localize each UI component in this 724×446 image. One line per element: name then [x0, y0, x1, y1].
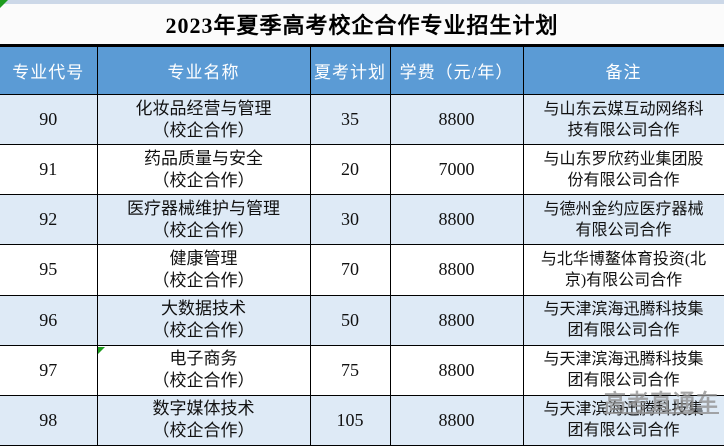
- remark-line: 京)有限公司合作: [564, 271, 683, 289]
- table-row: 97 电子商务 （校企合作） 75 8800 与天津滨海迅腾科技集 团有限公司合…: [0, 344, 724, 396]
- remark-line: 与天津滨海迅腾科技集: [543, 401, 704, 419]
- col-header-major-code[interactable]: 专业代号: [0, 46, 98, 95]
- cell-tuition[interactable]: 8800: [389, 294, 524, 346]
- cell-tuition[interactable]: 8800: [389, 194, 524, 246]
- major-name-line: 健康管理: [169, 248, 238, 268]
- remark-line: 份有限公司合作: [567, 171, 680, 189]
- cell-summer-plan[interactable]: 105: [309, 394, 391, 446]
- remark-line: 团有限公司合作: [567, 322, 680, 340]
- table-row: 96 大数据技术 （校企合作） 50 8800 与天津滨海迅腾科技集 团有限公司…: [0, 294, 724, 346]
- green-triangle-icon: [0, 0, 8, 8]
- cell-tuition[interactable]: 8800: [389, 344, 524, 396]
- cell-major-code[interactable]: 92: [0, 194, 98, 246]
- major-name-suffix: （校企合作）: [152, 220, 255, 240]
- remark-line: 与山东罗欣药业集团股: [543, 150, 704, 168]
- major-name-suffix: （校企合作）: [152, 170, 255, 190]
- remark-line: 有限公司合作: [575, 221, 672, 239]
- cell-summer-plan[interactable]: 50: [309, 294, 391, 346]
- major-name-suffix: （校企合作）: [152, 421, 255, 441]
- green-triangle-icon: [98, 347, 105, 354]
- page-title: 2023年夏季高考校企合作专业招生计划: [165, 13, 559, 38]
- table-row: 98 数字媒体技术 （校企合作） 105 8800 与天津滨海迅腾科技集 团有限…: [0, 394, 724, 446]
- cell-tuition[interactable]: 8800: [389, 394, 524, 446]
- major-name-line: 电子商务: [169, 349, 238, 369]
- cell-major-code[interactable]: 90: [0, 93, 98, 146]
- cell-major-code[interactable]: 95: [0, 244, 98, 296]
- major-name-line: 药品质量与安全: [144, 148, 263, 168]
- col-header-tuition[interactable]: 学费（元/年）: [389, 46, 524, 95]
- cell-tuition[interactable]: 7000: [389, 144, 524, 196]
- cell-summer-plan[interactable]: 35: [309, 93, 391, 146]
- table-row: 95 健康管理 （校企合作） 70 8800 与北华博鳌体育投资(北 京)有限公…: [0, 244, 724, 296]
- remark-line: 与德州金约应医疗器械: [543, 200, 704, 218]
- cell-remarks[interactable]: 与山东罗欣药业集团股 份有限公司合作: [522, 144, 724, 196]
- cell-major-name[interactable]: 大数据技术 （校企合作）: [96, 294, 311, 346]
- cell-summer-plan[interactable]: 70: [309, 244, 391, 296]
- cell-remarks[interactable]: 与山东云媒互动网络科 技有限公司合作: [522, 93, 724, 146]
- major-name-suffix: （校企合作）: [152, 321, 255, 341]
- cell-tuition[interactable]: 8800: [389, 93, 524, 146]
- cell-summer-plan[interactable]: 20: [309, 144, 391, 196]
- cell-major-code[interactable]: 96: [0, 294, 98, 346]
- remark-line: 团有限公司合作: [567, 422, 680, 440]
- cell-major-name[interactable]: 健康管理 （校企合作）: [96, 244, 311, 296]
- cell-tuition[interactable]: 8800: [389, 244, 524, 296]
- table-row: 92 医疗器械维护与管理 （校企合作） 30 8800 与德州金约应医疗器械 有…: [0, 194, 724, 246]
- table-row: 91 药品质量与安全 （校企合作） 20 7000 与山东罗欣药业集团股 份有限…: [0, 144, 724, 196]
- major-name-suffix: （校企合作）: [152, 120, 255, 140]
- major-name-line: 数字媒体技术: [152, 399, 255, 419]
- cell-remarks[interactable]: 与德州金约应医疗器械 有限公司合作: [522, 194, 724, 246]
- col-header-remarks[interactable]: 备注: [522, 46, 724, 95]
- cell-major-name[interactable]: 医疗器械维护与管理 （校企合作）: [96, 194, 311, 246]
- major-name-suffix: （校企合作）: [152, 270, 255, 290]
- cell-remarks[interactable]: 与天津滨海迅腾科技集 团有限公司合作: [522, 294, 724, 346]
- header-row: 专业代号 专业名称 夏考计划 学费（元/年） 备注: [0, 46, 724, 95]
- cell-major-code[interactable]: 98: [0, 394, 98, 446]
- major-name-suffix: （校企合作）: [152, 371, 255, 391]
- cell-major-name[interactable]: 电子商务 （校企合作）: [96, 344, 311, 396]
- top-edge-strip: [0, 0, 724, 4]
- cell-summer-plan[interactable]: 30: [309, 194, 391, 246]
- cell-major-code[interactable]: 97: [0, 344, 98, 396]
- col-header-summer-plan[interactable]: 夏考计划: [309, 46, 391, 95]
- remark-line: 技有限公司合作: [567, 121, 680, 139]
- remark-line: 团有限公司合作: [567, 372, 680, 390]
- cell-summer-plan[interactable]: 75: [309, 344, 391, 396]
- cell-remarks[interactable]: 与天津滨海迅腾科技集 团有限公司合作: [522, 394, 724, 446]
- remark-line: 与山东云媒互动网络科: [543, 100, 704, 118]
- table-row: 90 化妆品经营与管理 （校企合作） 35 8800 与山东云媒互动网络科 技有…: [0, 93, 724, 146]
- enrollment-plan-table: 专业代号 专业名称 夏考计划 学费（元/年） 备注 90 化妆品经营与管理 （校…: [0, 46, 724, 446]
- remark-line: 与天津滨海迅腾科技集: [543, 301, 704, 319]
- cell-remarks[interactable]: 与天津滨海迅腾科技集 团有限公司合作: [522, 344, 724, 396]
- major-name-line: 医疗器械维护与管理: [127, 198, 280, 218]
- cell-major-name[interactable]: 数字媒体技术 （校企合作）: [96, 394, 311, 446]
- cell-major-name[interactable]: 化妆品经营与管理 （校企合作）: [96, 93, 311, 146]
- major-name-line: 化妆品经营与管理: [135, 98, 272, 118]
- title-band: 2023年夏季高考校企合作专业招生计划: [0, 4, 724, 46]
- cell-remarks[interactable]: 与北华博鳌体育投资(北 京)有限公司合作: [522, 244, 724, 296]
- cell-major-code[interactable]: 91: [0, 144, 98, 196]
- major-name-line: 大数据技术: [161, 299, 246, 319]
- cell-major-name[interactable]: 药品质量与安全 （校企合作）: [96, 144, 311, 196]
- col-header-major-name[interactable]: 专业名称: [96, 46, 311, 95]
- remark-line: 与天津滨海迅腾科技集: [543, 351, 704, 369]
- remark-line: 与北华博鳌体育投资(北: [540, 250, 707, 268]
